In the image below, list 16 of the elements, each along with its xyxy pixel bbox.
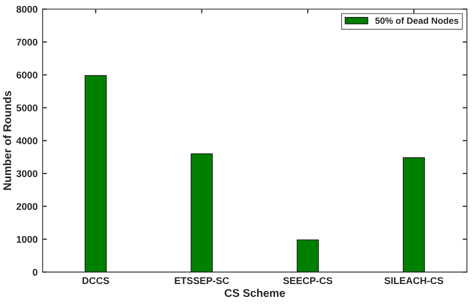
- y-tick-label: 3000: [16, 170, 38, 178]
- legend-label: 50% of Dead Nodes: [375, 17, 458, 24]
- x-tick-label: SILEACH-CS: [384, 277, 444, 284]
- y-tick-label: 2000: [16, 203, 38, 210]
- x-tick-label: ETSSEP-SC: [174, 277, 230, 284]
- y-tick-label: 1000: [16, 236, 38, 243]
- y-tick-label: 6000: [16, 72, 38, 78]
- y-tick-label: 0: [32, 268, 38, 276]
- y-tick-label: 7000: [16, 38, 38, 46]
- y-tick-label: 4000: [16, 137, 38, 144]
- y-tick-label: 8000: [16, 6, 38, 13]
- y-axis-title: Number of Rounds: [3, 91, 12, 190]
- x-axis-title: CS Scheme: [224, 288, 285, 297]
- x-tick-label: DCCS: [82, 277, 110, 284]
- x-tick-label: SEECP-CS: [283, 277, 332, 284]
- y-tick-label: 5000: [16, 104, 38, 112]
